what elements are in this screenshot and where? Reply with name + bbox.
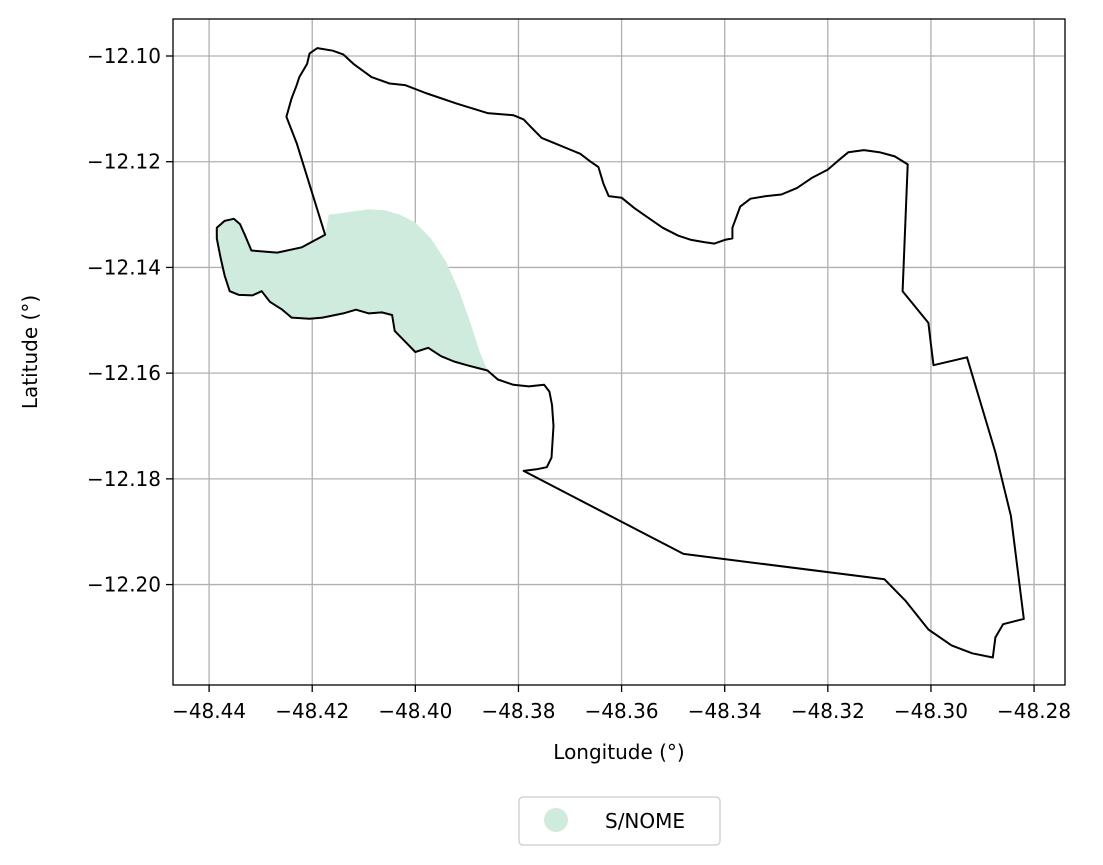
x-tick-label: −48.28	[997, 699, 1071, 723]
plot-frame	[172, 18, 1066, 686]
legend-label: S/NOME	[605, 809, 685, 833]
y-tick-label: −12.18	[87, 467, 161, 491]
x-tick-label: −48.40	[378, 699, 452, 723]
y-axis-label: Latitude (°)	[18, 295, 42, 409]
x-axis-label: Longitude (°)	[553, 740, 684, 764]
x-tick-label: −48.30	[894, 699, 968, 723]
x-tick-label: −48.42	[275, 699, 349, 723]
y-tick-label: −12.10	[87, 44, 161, 68]
boundary-outline	[215, 47, 1025, 659]
y-axis-ticks: −12.10 −12.12 −12.14 −12.16 −12.18 −12.20	[87, 44, 173, 597]
map-layers	[215, 47, 1025, 659]
x-axis-ticks: −48.44 −48.42 −48.40 −48.38 −48.36 −48.34 −48.…	[172, 685, 1071, 723]
area-s-nome	[216, 209, 488, 371]
y-tick-label: −12.14	[87, 255, 161, 279]
y-tick-label: −12.12	[87, 150, 161, 174]
x-tick-label: −48.44	[172, 699, 246, 723]
x-tick-label: −48.38	[481, 699, 555, 723]
y-tick-label: −12.20	[87, 573, 161, 597]
legend-marker	[544, 808, 568, 832]
x-tick-label: −48.34	[688, 699, 762, 723]
x-tick-label: −48.36	[585, 699, 659, 723]
y-tick-label: −12.16	[87, 361, 161, 385]
legend: S/NOME	[518, 796, 721, 846]
x-tick-label: −48.32	[791, 699, 865, 723]
legend-box	[518, 796, 721, 846]
